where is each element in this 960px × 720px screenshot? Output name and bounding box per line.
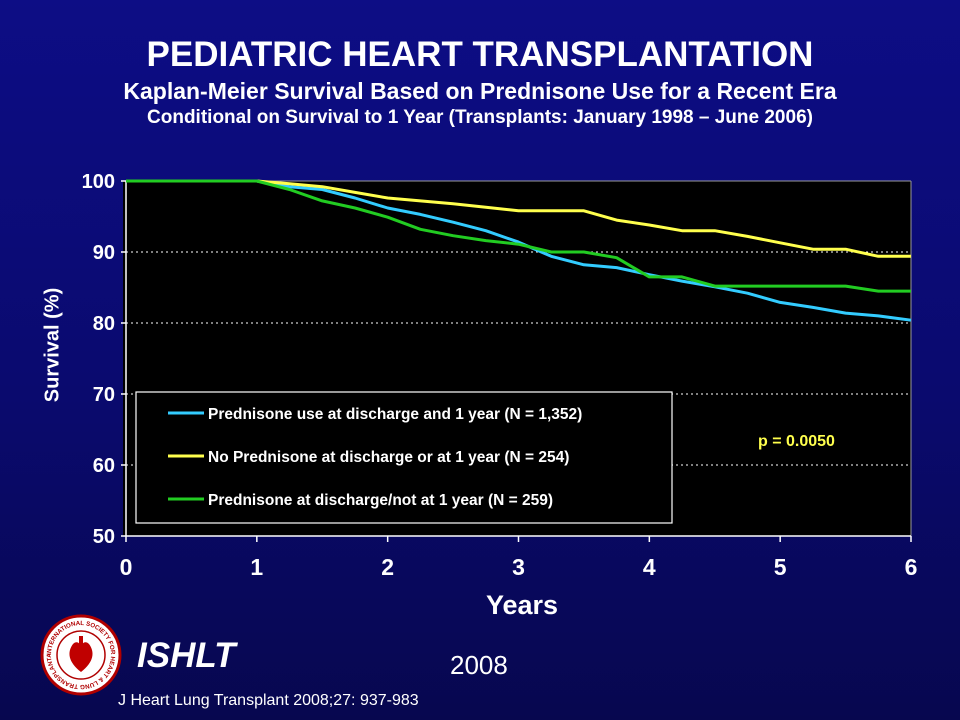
legend: Prednisone use at discharge and 1 year (… <box>135 391 673 524</box>
series-lines <box>126 179 912 322</box>
x-axis-label: Years <box>485 590 559 620</box>
y-tick-label: 60 <box>93 455 115 477</box>
y-tick-label: 80 <box>93 313 115 335</box>
legend-box <box>135 391 673 524</box>
series-line-2 <box>126 179 911 258</box>
legend-label: Prednisone use at discharge and 1 year (… <box>208 406 582 423</box>
y-axis-label: Survival (%) <box>41 287 64 403</box>
slide-title: PEDIATRIC HEART TRANSPLANTATION <box>146 35 814 74</box>
y-tick-label: 50 <box>93 526 115 548</box>
organization-name: ISHLT <box>137 636 236 675</box>
x-tick-label: 5 <box>774 554 787 580</box>
ishlt-logo: INTERNATIONAL SOCIETY FOR HEART & LUNG T… <box>40 614 122 696</box>
x-tick-label: 3 <box>512 554 525 580</box>
y-tick-label: 70 <box>93 384 115 406</box>
slide-subtitle-condition: Conditional on Survival to 1 Year (Trans… <box>147 107 813 128</box>
legend-label: Prednisone at discharge/not at 1 year (N… <box>208 492 553 509</box>
citation: J Heart Lung Transplant 2008;27: 937-983 <box>118 692 419 709</box>
report-year: 2008 <box>450 650 508 680</box>
y-tick-label: 100 <box>82 171 115 193</box>
slide-subtitle: Kaplan-Meier Survival Based on Prednison… <box>123 78 837 104</box>
axes: 50 60 70 80 90 100 0 1 2 3 4 5 6 <box>82 171 918 580</box>
y-tick-label: 90 <box>93 242 115 264</box>
x-tick-label: 4 <box>643 554 656 580</box>
x-tick-label: 1 <box>250 554 263 580</box>
x-tick-label: 2 <box>381 554 394 580</box>
title-block: PEDIATRIC HEART TRANSPLANTATION Kaplan-M… <box>0 34 960 130</box>
x-tick-label: 0 <box>120 554 133 580</box>
x-tick-label: 6 <box>905 554 918 580</box>
legend-label: No Prednisone at discharge or at 1 year … <box>208 449 569 466</box>
series-line-1 <box>126 179 912 322</box>
p-value-annotation: p = 0.0050 <box>758 433 835 450</box>
series-line-3 <box>126 179 911 293</box>
